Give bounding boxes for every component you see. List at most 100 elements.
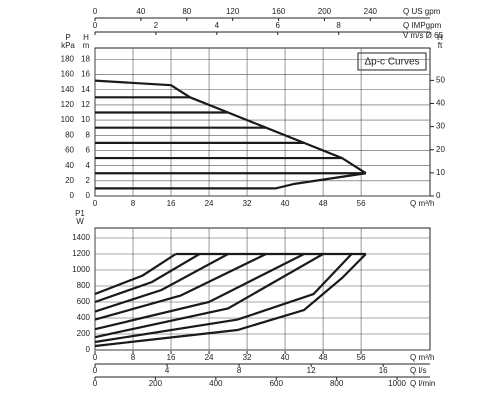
x-tick-label: 0 — [93, 199, 98, 208]
top-tick-label: 80 — [182, 7, 191, 16]
y-tick-label: 0 — [86, 345, 91, 354]
bottom-tick-label: 4 — [165, 366, 170, 375]
y-tick-label: 14 — [81, 85, 90, 94]
bottom-tick-label: 48 — [319, 353, 328, 362]
x-tick-label: 8 — [131, 199, 136, 208]
x-tick-label: 40 — [281, 199, 290, 208]
top-tick-label: 8 — [336, 21, 341, 30]
x-tick-label: 16 — [167, 199, 176, 208]
p-tick-label: 80 — [65, 130, 74, 139]
curve — [94, 253, 324, 339]
bottom-tick-label: 40 — [281, 353, 290, 362]
p-unit: kPa — [61, 41, 75, 50]
curve — [94, 253, 229, 313]
bottom-tick-label: 56 — [357, 353, 366, 362]
y-tick-label: 200 — [77, 329, 91, 338]
p-tick-label: 60 — [65, 146, 74, 155]
top-tick-label: 160 — [272, 7, 286, 16]
p-tick-label: 20 — [65, 176, 74, 185]
y-tick-label: 16 — [81, 70, 90, 79]
y-tick-label: 1400 — [72, 233, 90, 242]
p-tick-label: 140 — [61, 85, 75, 94]
bottom-tick-label: 0 — [93, 379, 98, 388]
top-tick-label: 200 — [318, 7, 332, 16]
y-tick-label: 2 — [86, 176, 91, 185]
y2-tick-label: 40 — [436, 99, 445, 108]
top-tick-label: 40 — [136, 7, 145, 16]
bottom-tick-label: 0 — [93, 366, 98, 375]
x-tick-label: 32 — [243, 199, 252, 208]
x-tick-label: 56 — [357, 199, 366, 208]
y-tick-label: 6 — [86, 146, 91, 155]
p1-name: P1 — [75, 209, 85, 218]
bottom-tick-label: 12 — [307, 366, 316, 375]
x-tick-label: 48 — [319, 199, 328, 208]
top-tick-label: 2 — [154, 21, 159, 30]
bottom-tick-label: 400 — [209, 379, 223, 388]
curve — [94, 253, 367, 348]
y-tick-label: 8 — [86, 130, 91, 139]
curve — [94, 79, 367, 175]
p1-unit: W — [76, 217, 84, 226]
curve — [94, 253, 177, 296]
curve — [94, 253, 267, 321]
y-tick-label: 0 — [86, 191, 91, 200]
h2-name: H — [437, 33, 443, 42]
h2-unit: ft — [438, 41, 443, 50]
curve — [94, 253, 305, 331]
y-tick-label: 12 — [81, 100, 90, 109]
curve — [94, 253, 353, 344]
p-tick-label: 180 — [61, 54, 75, 63]
h-unit: m — [83, 41, 90, 50]
y-tick-label: 600 — [77, 297, 91, 306]
top-tick-label: 120 — [226, 7, 240, 16]
curve — [95, 172, 367, 190]
top-tick-label: 0 — [93, 21, 98, 30]
bottom-tick-label: 32 — [243, 353, 252, 362]
top-tick-label: 0 — [93, 7, 98, 16]
x-tick-label: 24 — [205, 199, 214, 208]
p-tick-label: 40 — [65, 161, 74, 170]
y2-tick-label: 20 — [436, 145, 445, 154]
chart-title: Δp-c Curves — [364, 57, 419, 68]
h-name: H — [83, 33, 89, 42]
bottom-axis-label: Q l/s — [410, 366, 426, 375]
y-tick-label: 1200 — [72, 249, 90, 258]
p-tick-label: 0 — [70, 191, 75, 200]
top-axis-label: Q US gpm — [403, 7, 441, 16]
x-label: Q m³/h — [410, 199, 434, 208]
bottom-tick-label: 800 — [330, 379, 344, 388]
bottom-axis-label: Q l/min — [410, 379, 435, 388]
y-tick-label: 800 — [77, 281, 91, 290]
p-tick-label: 160 — [61, 70, 75, 79]
y2-tick-label: 0 — [436, 191, 441, 200]
y-tick-label: 18 — [81, 54, 90, 63]
top-tick-label: 240 — [364, 7, 378, 16]
title-box — [357, 52, 427, 71]
y2-tick-label: 50 — [436, 75, 445, 84]
bottom-tick-label: 1000 — [388, 379, 406, 388]
y-tick-label: 10 — [81, 115, 90, 124]
bottom-tick-label: 24 — [205, 353, 214, 362]
y-tick-label: 400 — [77, 313, 91, 322]
p-tick-label: 100 — [61, 115, 75, 124]
bottom-tick-label: 16 — [167, 353, 176, 362]
bottom-tick-label: 600 — [270, 379, 284, 388]
v-label: V m/s Ø 65 — [403, 31, 444, 40]
p-tick-label: 120 — [61, 100, 75, 109]
bottom-axis-label: Q m³/h — [410, 353, 434, 362]
y-tick-label: 1000 — [72, 265, 90, 274]
bottom-tick-label: 8 — [131, 353, 136, 362]
top-tick-label: 6 — [276, 21, 281, 30]
bottom-tick-label: 8 — [237, 366, 242, 375]
curve — [94, 253, 201, 304]
bottom-tick-label: 0 — [93, 353, 98, 362]
bottom-tick-label: 16 — [379, 366, 388, 375]
top-tick-label: 4 — [215, 21, 220, 30]
bottom-tick-label: 200 — [149, 379, 163, 388]
top-axis-label: Q IMPgpm — [403, 21, 442, 30]
y2-tick-label: 30 — [436, 122, 445, 131]
y2-tick-label: 10 — [436, 168, 445, 177]
y-tick-label: 4 — [86, 161, 91, 170]
